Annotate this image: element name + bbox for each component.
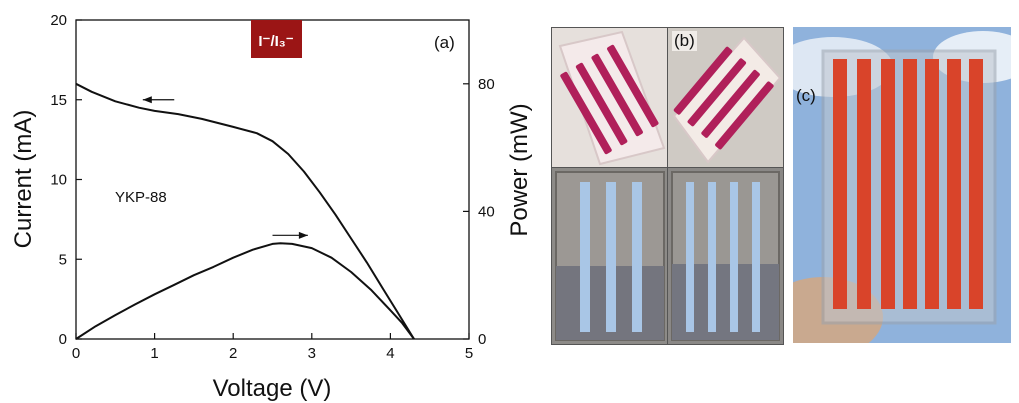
axes	[75, 19, 470, 340]
y-tick-label: 0	[59, 331, 67, 348]
x-tick-label: 1	[150, 345, 158, 362]
annotation-ykp88: YKP-88	[115, 189, 167, 206]
x-tick-label: 5	[465, 345, 473, 362]
y-tick-label: 15	[50, 92, 67, 109]
panel-label-c: (c)	[796, 86, 816, 105]
arrow-left-head	[142, 96, 152, 104]
y-axis-label: Current (mA)	[10, 110, 37, 249]
x-tick-label: 0	[72, 345, 80, 362]
y2-axis-label: Power (mW)	[506, 103, 533, 236]
plot-frame	[75, 19, 470, 340]
x-tick-label: 3	[308, 345, 316, 362]
badge-text: I⁻/I₃⁻	[258, 33, 293, 50]
photo-b-top-left	[551, 27, 669, 169]
x-tick-label: 2	[229, 345, 237, 362]
photo-b-bottom-right	[667, 167, 784, 345]
photo-b-bottom-left	[551, 167, 669, 345]
y-tick-label: 5	[59, 251, 67, 268]
arrows	[142, 96, 308, 239]
panel-label-b: (b)	[672, 31, 697, 51]
panel-label-a: (a)	[434, 33, 455, 52]
y-tick-label: 10	[50, 172, 67, 189]
x-tick-label: 4	[386, 345, 394, 362]
series-group	[75, 82, 415, 340]
y2-tick-label: 80	[478, 76, 495, 93]
y-tick-label: 20	[50, 12, 67, 29]
badge	[251, 20, 302, 58]
series-line-power	[75, 242, 415, 340]
arrow-right-head	[298, 231, 308, 239]
series-line-current	[75, 82, 415, 340]
y2-tick-label: 40	[478, 203, 495, 220]
photo-c	[793, 27, 1011, 343]
y2-tick-label: 0	[478, 331, 486, 348]
x-axis-label: Voltage (V)	[213, 375, 332, 402]
